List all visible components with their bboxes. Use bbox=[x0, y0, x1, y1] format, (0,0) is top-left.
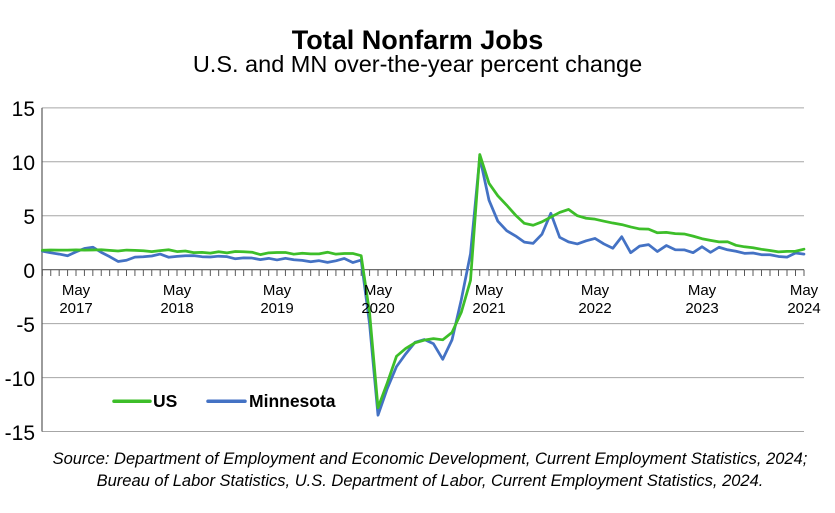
svg-text:-5: -5 bbox=[16, 314, 35, 337]
svg-text:2022: 2022 bbox=[578, 300, 611, 317]
svg-text:2017: 2017 bbox=[59, 300, 92, 317]
svg-text:10: 10 bbox=[12, 152, 35, 175]
svg-text:-15: -15 bbox=[5, 422, 35, 445]
svg-text:2020: 2020 bbox=[361, 300, 394, 317]
svg-text:-10: -10 bbox=[5, 368, 35, 391]
svg-text:0: 0 bbox=[23, 260, 35, 283]
svg-text:May: May bbox=[475, 282, 504, 299]
svg-text:2021: 2021 bbox=[472, 300, 505, 317]
svg-text:15: 15 bbox=[12, 98, 35, 121]
svg-text:2018: 2018 bbox=[160, 300, 193, 317]
svg-text:May: May bbox=[163, 282, 192, 299]
svg-text:2023: 2023 bbox=[685, 300, 718, 317]
svg-text:US: US bbox=[153, 391, 177, 411]
svg-text:May: May bbox=[364, 282, 393, 299]
svg-text:5: 5 bbox=[23, 206, 35, 229]
svg-text:2019: 2019 bbox=[260, 300, 293, 317]
svg-text:May: May bbox=[790, 282, 819, 299]
svg-text:May: May bbox=[62, 282, 91, 299]
svg-text:May: May bbox=[581, 282, 610, 299]
svg-text:2024: 2024 bbox=[787, 300, 820, 317]
svg-text:May: May bbox=[688, 282, 717, 299]
svg-text:May: May bbox=[263, 282, 292, 299]
svg-text:Minnesota: Minnesota bbox=[249, 391, 336, 411]
